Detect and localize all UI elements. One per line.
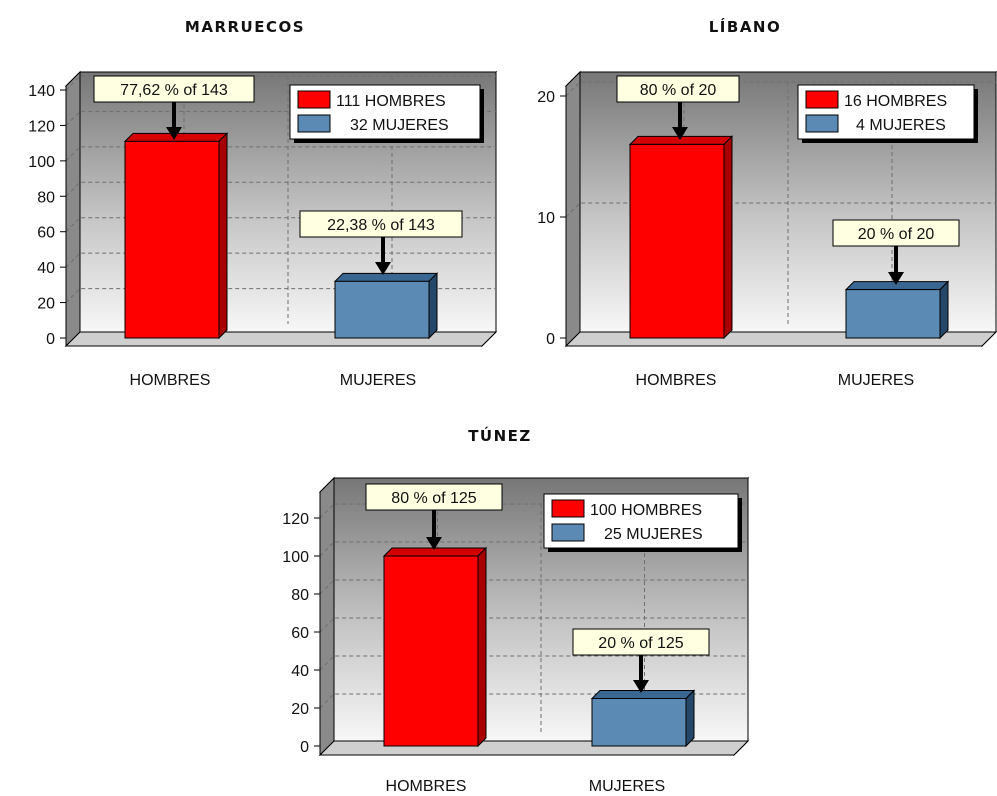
y-tick-label: 40 [291,663,309,680]
legend: 111 HOMBRES 32 MUJERES [289,84,484,143]
y-tick-label: 60 [37,225,55,242]
legend-swatch-hombres [805,90,839,109]
svg-text:80 % of 125: 80 % of 125 [391,490,477,507]
legend-entry-mujeres: 4 MUJERES [856,117,946,134]
bar-mujeres [844,280,950,340]
y-tick-label: 20 [537,89,555,106]
category-label-mujeres: MUJERES [340,372,416,389]
y-tick-label: 0 [46,331,55,348]
gridline [65,75,496,91]
gridline [65,252,496,268]
data-label-mujeres: 22,38 % of 143 [299,210,463,275]
bar-hombres [628,135,734,340]
category-label: HOMBRES MUJERES [130,372,417,389]
y-tick-label: 80 [37,189,55,206]
y-tick-label: 10 [537,210,555,227]
svg-text:20 % of 125: 20 % of 125 [598,635,684,652]
category-label: HOMBRES MUJERES [386,778,666,795]
y-tick-label: 40 [37,260,55,277]
data-label-hombres: 77,62 % of 143 [93,75,255,140]
gridline [65,146,496,162]
chart-title: MARRUECOS [185,18,305,36]
gridline [319,617,748,633]
gridline [319,655,748,671]
y-tick-label: 120 [282,511,309,528]
bar-hombres [123,132,229,340]
legend-entry-hombres: 16 HOMBRES [844,93,947,110]
category-label: HOMBRES MUJERES [636,372,915,389]
svg-text:77,62 % of 143: 77,62 % of 143 [120,82,228,99]
gridline [565,202,996,218]
legend-entry-mujeres: 32 MUJERES [350,117,449,134]
y-tick-label: 20 [37,296,55,313]
y-tick-label: 100 [282,549,309,566]
category-label-hombres: HOMBRES [386,778,467,795]
legend: 100 HOMBRES 25 MUJERES [543,493,742,552]
bar-hombres [382,546,488,748]
data-label-hombres: 80 % of 125 [365,483,503,550]
y-tick-label: 0 [300,739,309,756]
data-label-mujeres: 20 % of 125 [572,628,710,693]
legend-swatch-mujeres [297,114,331,133]
legend-swatch-hombres [297,90,331,109]
category-label-mujeres: MUJERES [838,372,914,389]
svg-text:20 % of 20: 20 % of 20 [858,226,935,243]
svg-text:80 % of 20: 80 % of 20 [640,82,717,99]
legend-entry-hombres: 111 HOMBRES [336,93,446,110]
data-label-hombres: 80 % of 20 [616,75,740,140]
gridline [65,181,496,197]
y-tick-label: 120 [28,118,55,135]
y-tick-label: 60 [291,625,309,642]
legend-swatch-mujeres [805,114,839,133]
chart-title: TÚNEZ [468,426,532,445]
category-label-hombres: HOMBRES [636,372,717,389]
chart-title: LÍBANO [709,17,782,36]
y-tick-label: 0 [546,331,555,348]
legend-swatch-mujeres [551,523,585,542]
gridline [319,579,748,595]
data-label-mujeres: 20 % of 20 [832,219,960,285]
category-label-mujeres: MUJERES [589,778,665,795]
bar-mujeres [590,689,696,748]
category-label-hombres: HOMBRES [130,372,211,389]
y-tick-label: 20 [291,701,309,718]
gridline [565,81,996,97]
y-tick-label: 140 [28,83,55,100]
legend-entry-mujeres: 25 MUJERES [604,526,703,543]
legend: 16 HOMBRES 4 MUJERES [797,84,978,143]
bar-mujeres [333,272,439,340]
legend-entry-hombres: 100 HOMBRES [590,502,702,519]
svg-text:22,38 % of 143: 22,38 % of 143 [327,217,435,234]
y-tick-label: 80 [291,587,309,604]
legend-swatch-hombres [551,499,585,518]
chart-marruecos: MARRUECOS 0 20 40 60 80 100 120 140 HOMBRES MUJ… [28,18,498,389]
y-tick-label: 100 [28,154,55,171]
